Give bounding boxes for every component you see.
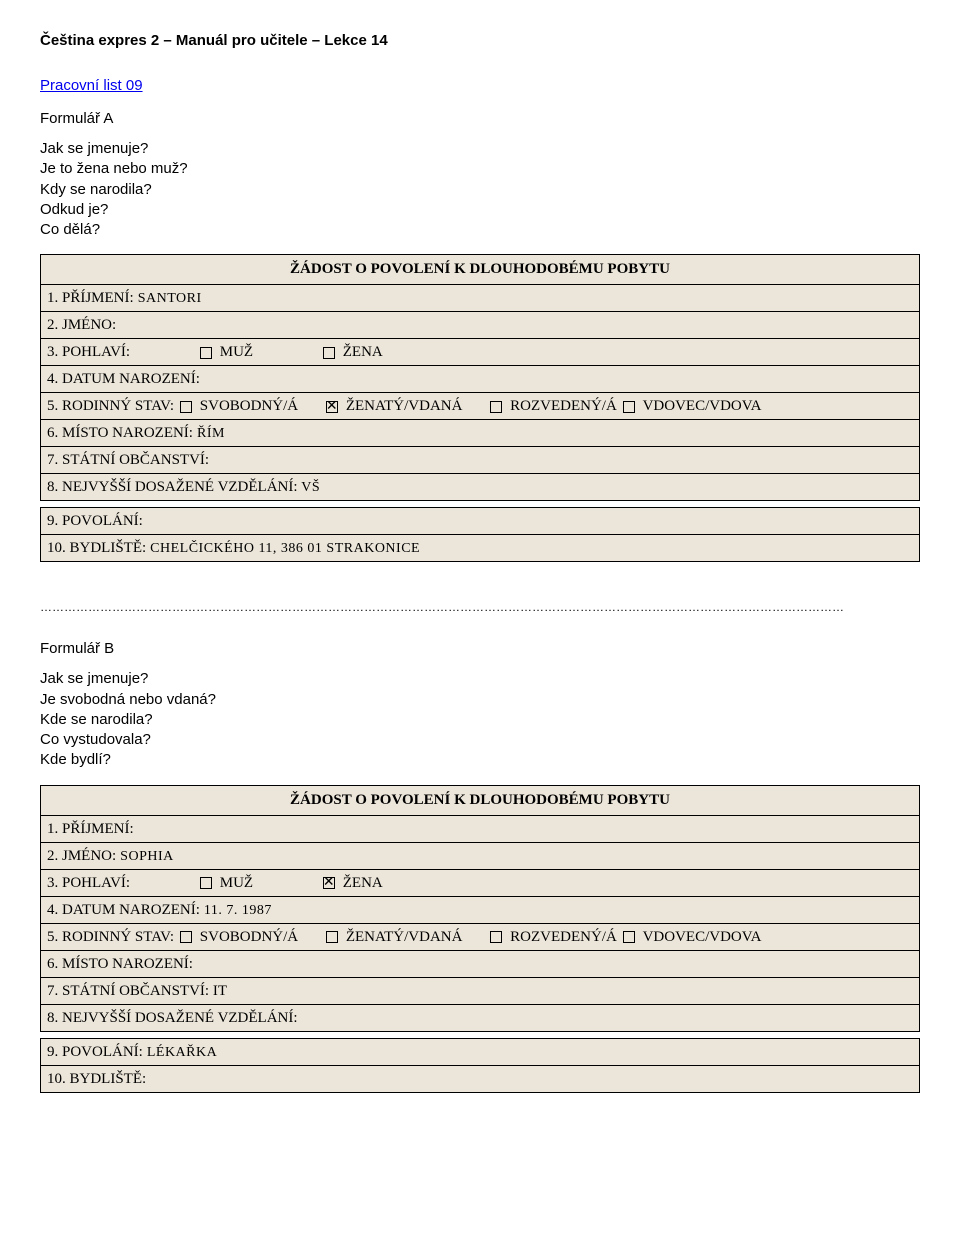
label-marital: 5. RODINNÝ STAV: [47,398,174,414]
checkbox-married[interactable] [326,931,338,943]
label-surname: 1. PŘÍJMENÍ: [47,290,134,306]
form-a-heading: Formulář A [40,110,920,127]
form-a-table-2: 9. POVOLÁNÍ: 10. BYDLIŠTĚ: CHELČICKÉHO 1… [40,507,920,562]
form-b-table-2: 9. POVOLÁNÍ: LÉKAŘKA 10. BYDLIŠTĚ: [40,1038,920,1093]
option-divorced: ROZVEDENÝ/Á [510,929,617,945]
checkbox-divorced[interactable] [490,931,502,943]
question-line: Kde se narodila? [40,710,920,730]
form-a-title-row: ŽÁDOST O POVOLENÍ K DLOUHODOBÉMU POBYTU [41,255,920,285]
question-line: Jak se jmenuje? [40,669,920,689]
checkbox-divorced[interactable] [490,401,502,413]
row-marital: 5. RODINNÝ STAV: SVOBODNÝ/Á ŽENATÝ/VDANÁ… [41,923,920,950]
row-citizenship: 7. STÁTNÍ OBČANSTVÍ: IT [41,977,920,1004]
option-married: ŽENATÝ/VDANÁ [346,929,463,945]
value-occupation: LÉKAŘKA [143,1045,217,1060]
checkbox-female[interactable] [323,347,335,359]
option-female: ŽENA [343,344,383,360]
label-education: 8. NEJVYŠŠÍ DOSAŽENÉ VZDĚLÁNÍ: [47,479,298,495]
option-single: SVOBODNÝ/Á [200,398,298,414]
checkbox-female[interactable] [323,877,335,889]
row-marital: 5. RODINNÝ STAV: SVOBODNÝ/Á ŽENATÝ/VDANÁ… [41,393,920,420]
row-name: 2. JMÉNO: SOPHIA [41,842,920,869]
label-gender: 3. POHLAVÍ: [47,875,130,891]
checkbox-male[interactable] [200,347,212,359]
row-address: 10. BYDLIŠTĚ: [41,1065,920,1092]
label-marital: 5. RODINNÝ STAV: [47,929,174,945]
document-title: Čeština expres 2 – Manuál pro učitele – … [40,32,920,49]
form-a-table: ŽÁDOST O POVOLENÍ K DLOUHODOBÉMU POBYTU … [40,254,920,501]
row-citizenship: 7. STÁTNÍ OBČANSTVÍ: [41,447,920,474]
label-dob: 4. DATUM NAROZENÍ: [47,371,200,387]
checkbox-widowed[interactable] [623,931,635,943]
row-surname: 1. PŘÍJMENÍ: [41,815,920,842]
label-birthplace: 6. MÍSTO NAROZENÍ: [47,956,193,972]
label-dob: 4. DATUM NAROZENÍ: [47,902,200,918]
label-education: 8. NEJVYŠŠÍ DOSAŽENÉ VZDĚLÁNÍ: [47,1010,298,1026]
worksheet-link[interactable]: Pracovní list 09 [40,77,143,94]
option-widowed: VDOVEC/VDOVA [643,398,762,414]
checkbox-single[interactable] [180,931,192,943]
row-education: 8. NEJVYŠŠÍ DOSAŽENÉ VZDĚLÁNÍ: [41,1004,920,1031]
question-line: Je to žena nebo muž? [40,159,920,179]
checkbox-widowed[interactable] [623,401,635,413]
row-gender: 3. POHLAVÍ: MUŽ ŽENA [41,869,920,896]
value-education: VŠ [298,480,321,495]
form-b-table: ŽÁDOST O POVOLENÍ K DLOUHODOBÉMU POBYTU … [40,785,920,1032]
option-female: ŽENA [343,875,383,891]
question-line: Co vystudovala? [40,730,920,750]
option-widowed: VDOVEC/VDOVA [643,929,762,945]
label-citizenship: 7. STÁTNÍ OBČANSTVÍ: [47,452,209,468]
form-b-title-row: ŽÁDOST O POVOLENÍ K DLOUHODOBÉMU POBYTU [41,785,920,815]
form-b-questions: Jak se jmenuje? Je svobodná nebo vdaná? … [40,669,920,770]
row-dob: 4. DATUM NAROZENÍ: [41,366,920,393]
form-b-heading: Formulář B [40,640,920,657]
label-surname: 1. PŘÍJMENÍ: [47,821,134,837]
option-male: MUŽ [220,344,253,360]
label-name: 2. JMÉNO: [47,848,116,864]
checkbox-male[interactable] [200,877,212,889]
label-occupation: 9. POVOLÁNÍ: [47,513,143,529]
row-birthplace: 6. MÍSTO NAROZENÍ: ŘÍM [41,420,920,447]
value-dob: 11. 7. 1987 [200,903,272,918]
option-divorced: ROZVEDENÝ/Á [510,398,617,414]
value-surname: SANTORI [134,291,202,306]
row-gender: 3. POHLAVÍ: MUŽ ŽENA [41,339,920,366]
label-citizenship: 7. STÁTNÍ OBČANSTVÍ: IT [47,983,227,999]
label-gender: 3. POHLAVÍ: [47,344,130,360]
question-line: Jak se jmenuje? [40,139,920,159]
question-line: Kdy se narodila? [40,180,920,200]
row-name: 2. JMÉNO: [41,312,920,339]
row-occupation: 9. POVOLÁNÍ: LÉKAŘKA [41,1038,920,1065]
row-occupation: 9. POVOLÁNÍ: [41,508,920,535]
question-line: Odkud je? [40,200,920,220]
question-line: Co dělá? [40,220,920,240]
checkbox-single[interactable] [180,401,192,413]
label-name: 2. JMÉNO: [47,317,116,333]
question-line: Kde bydlí? [40,750,920,770]
value-birthplace: ŘÍM [193,426,225,441]
label-address: 10. BYDLIŠTĚ: [47,540,146,556]
label-occupation: 9. POVOLÁNÍ: [47,1044,143,1060]
section-divider: …………………………………………………………………………………………………………… [40,600,920,614]
row-surname: 1. PŘÍJMENÍ: SANTORI [41,285,920,312]
row-birthplace: 6. MÍSTO NAROZENÍ: [41,950,920,977]
question-line: Je svobodná nebo vdaná? [40,690,920,710]
form-a-questions: Jak se jmenuje? Je to žena nebo muž? Kdy… [40,139,920,240]
checkbox-married[interactable] [326,401,338,413]
row-dob: 4. DATUM NAROZENÍ: 11. 7. 1987 [41,896,920,923]
label-address: 10. BYDLIŠTĚ: [47,1071,146,1087]
option-married: ŽENATÝ/VDANÁ [346,398,463,414]
label-birthplace: 6. MÍSTO NAROZENÍ: [47,425,193,441]
option-male: MUŽ [220,875,253,891]
value-name: SOPHIA [116,849,174,864]
value-address: CHELČICKÉHO 11, 386 01 STRAKONICE [146,541,420,556]
option-single: SVOBODNÝ/Á [200,929,298,945]
row-address: 10. BYDLIŠTĚ: CHELČICKÉHO 11, 386 01 STR… [41,535,920,562]
row-education: 8. NEJVYŠŠÍ DOSAŽENÉ VZDĚLÁNÍ: VŠ [41,474,920,501]
